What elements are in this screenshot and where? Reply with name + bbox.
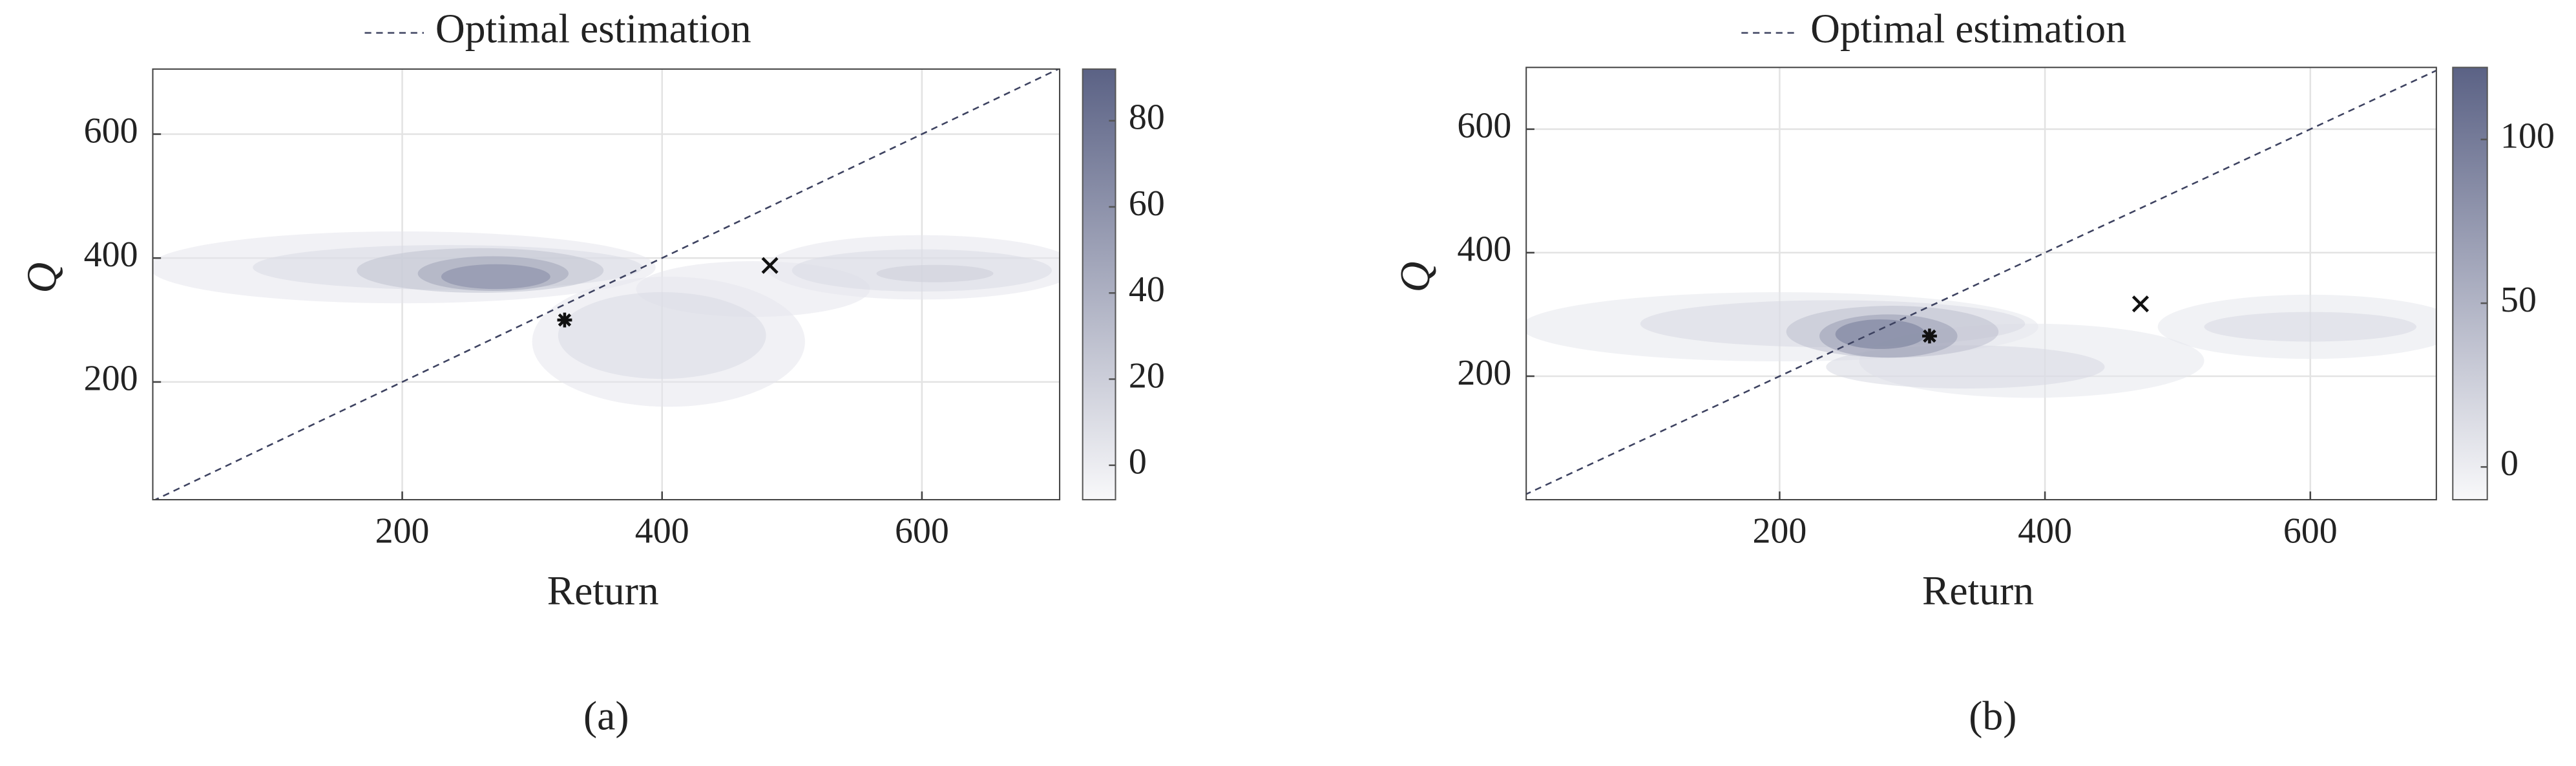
colorbar-tick-label: 40 (1129, 270, 1165, 310)
plot-frame (152, 68, 1061, 501)
density-contour (2204, 312, 2417, 342)
y-tick-label: 400 (1457, 229, 1511, 270)
colorbar-tick-label: 0 (1129, 442, 1147, 482)
y-axis-label: Q (18, 262, 65, 293)
colorbar-tick-label: 50 (2500, 280, 2537, 320)
x-tick-label: 600 (895, 511, 949, 551)
x-tick-label: 600 (2283, 511, 2338, 551)
marker-cross (2131, 295, 2150, 313)
colorbar-tick-label: 80 (1129, 98, 1165, 138)
optimal-line (153, 69, 1060, 500)
colorbar-tick-label: 20 (1129, 356, 1165, 396)
x-axis-label: Return (1922, 568, 2034, 613)
density-contour (876, 264, 994, 282)
x-tick-label: 200 (375, 511, 430, 551)
x-tick-label: 400 (635, 511, 689, 551)
marker-cross (761, 257, 779, 274)
plot-frame (1525, 67, 2437, 501)
x-axis-label: Return (547, 568, 659, 613)
y-axis-label: Q (1392, 262, 1439, 293)
y-tick-label: 600 (84, 111, 138, 151)
y-tick-label: 400 (84, 235, 138, 275)
colorbar-tick-label: 60 (1129, 184, 1165, 224)
density-contour (1835, 319, 1926, 349)
density-contour (441, 264, 550, 290)
plot-area (152, 69, 1060, 500)
colorbar-tick-label: 0 (2500, 443, 2518, 484)
x-tick-label: 200 (1752, 511, 1806, 551)
plot-area (1526, 67, 2436, 500)
density-contour (558, 292, 766, 379)
y-tick-label: 600 (1457, 106, 1511, 146)
colorbar-tick-label: 100 (2500, 116, 2555, 156)
marker-star (1922, 328, 1937, 344)
colorbar (1082, 68, 1116, 501)
colorbar (2452, 67, 2488, 501)
y-tick-label: 200 (84, 359, 138, 399)
panel-caption: (b) (1969, 692, 2016, 738)
optimal-line (1526, 69, 2436, 495)
x-tick-label: 400 (2018, 511, 2072, 551)
panel-caption: (a) (583, 692, 629, 738)
y-tick-label: 200 (1457, 353, 1511, 393)
legend-label: Optimal estimation (435, 5, 751, 51)
marker-star (557, 312, 572, 328)
legend-label: Optimal estimation (1810, 5, 2126, 51)
